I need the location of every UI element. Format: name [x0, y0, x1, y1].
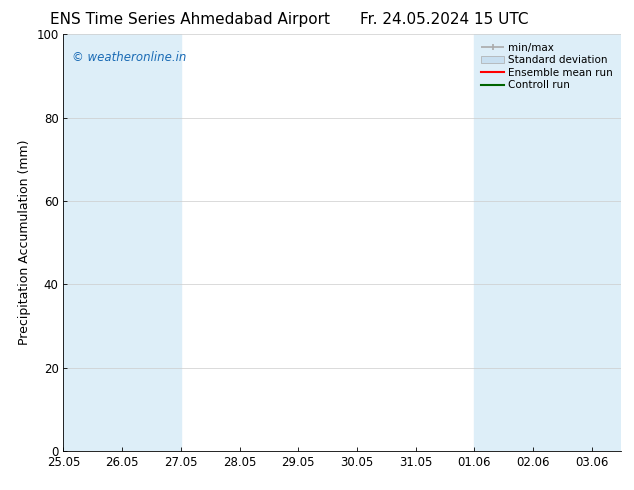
Text: ENS Time Series Ahmedabad Airport: ENS Time Series Ahmedabad Airport — [50, 12, 330, 27]
Text: Fr. 24.05.2024 15 UTC: Fr. 24.05.2024 15 UTC — [359, 12, 528, 27]
Bar — [63, 34, 181, 451]
Legend: min/max, Standard deviation, Ensemble mean run, Controll run: min/max, Standard deviation, Ensemble me… — [478, 40, 616, 94]
Bar — [474, 34, 592, 451]
Bar — [592, 34, 621, 451]
Text: © weatheronline.in: © weatheronline.in — [72, 51, 186, 64]
Y-axis label: Precipitation Accumulation (mm): Precipitation Accumulation (mm) — [18, 140, 30, 345]
